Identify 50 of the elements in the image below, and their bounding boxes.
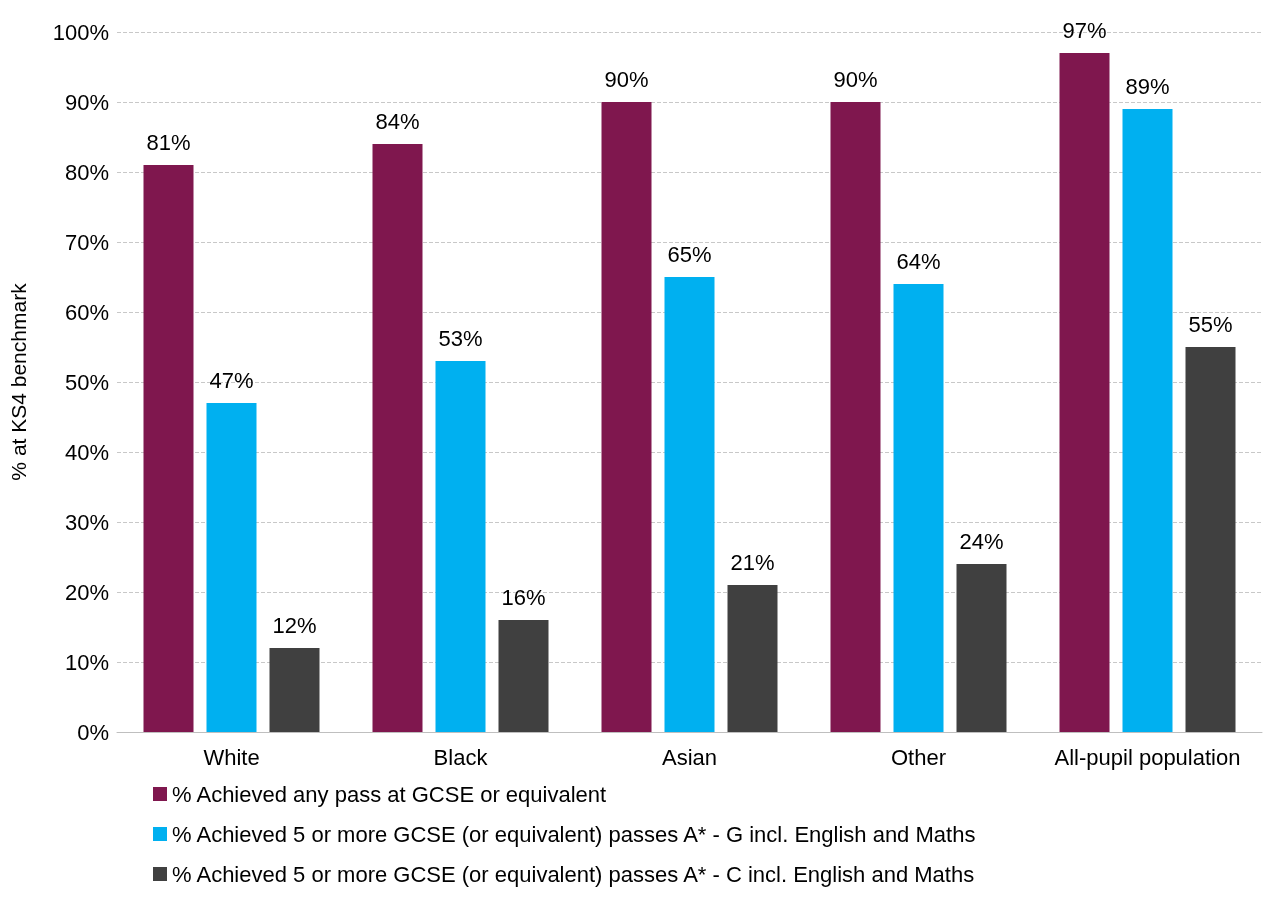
y-tick-label: 50% [64, 369, 109, 395]
bar [372, 144, 423, 732]
data-label: 24% [959, 528, 1004, 554]
bar [956, 564, 1007, 732]
x-tick-label: Black [433, 744, 489, 770]
bar [601, 102, 652, 732]
data-label: 84% [375, 108, 420, 134]
legend-label: % Achieved 5 or more GCSE (or equivalent) passes A* - C incl. English and Maths [172, 861, 975, 887]
bar [664, 277, 715, 732]
data-label: 89% [1125, 73, 1170, 99]
data-label: 53% [438, 325, 483, 351]
y-tick-label: 40% [64, 439, 109, 465]
bar [1185, 347, 1236, 732]
data-label: 97% [1062, 17, 1107, 43]
x-tick-label: White [203, 744, 260, 770]
data-label: 21% [730, 549, 775, 575]
y-tick-label: 20% [64, 579, 109, 605]
y-tick-label: 0% [77, 719, 109, 745]
data-label: 12% [272, 612, 317, 638]
data-label: 64% [896, 248, 941, 274]
legend-label: % Achieved 5 or more GCSE (or equivalent) passes A* - G incl. English and Maths [172, 821, 976, 847]
data-label: 90% [604, 66, 649, 92]
y-axis-title: % at KS4 benchmark [7, 282, 30, 481]
data-label: 81% [146, 129, 191, 155]
y-tick-label: 80% [64, 159, 109, 185]
x-tick-label: All-pupil population [1054, 744, 1241, 770]
bar [830, 102, 881, 732]
y-tick-label: 10% [64, 649, 109, 675]
x-tick-label: Other [890, 744, 947, 770]
y-tick-label: 100% [52, 19, 109, 45]
bar [206, 403, 257, 732]
bar [143, 165, 194, 732]
bar [498, 620, 549, 732]
bar [727, 585, 778, 732]
x-tick-label: Asian [661, 744, 718, 770]
bar [1059, 53, 1110, 732]
bar [1122, 109, 1173, 732]
data-label: 65% [667, 241, 712, 267]
data-label: 47% [209, 367, 254, 393]
bar [269, 648, 320, 732]
data-label: 90% [833, 66, 878, 92]
y-tick-label: 70% [64, 229, 109, 255]
data-label: 16% [501, 584, 546, 610]
legend-label: % Achieved any pass at GCSE or equivalent [172, 781, 607, 807]
bar [435, 361, 486, 732]
y-tick-label: 60% [64, 299, 109, 325]
y-tick-label: 30% [64, 509, 109, 535]
bar [893, 284, 944, 732]
y-tick-label: 90% [64, 89, 109, 115]
data-label: 55% [1188, 311, 1233, 337]
